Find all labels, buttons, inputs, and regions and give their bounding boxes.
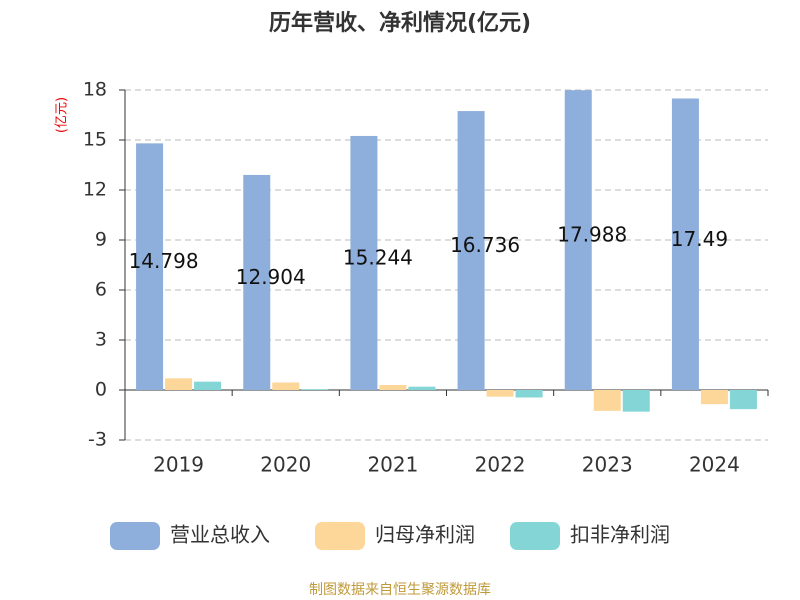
bar (165, 378, 193, 390)
y-tick-label: 0 (95, 379, 107, 401)
bar (622, 390, 650, 412)
y-tick-label: 3 (95, 329, 107, 351)
y-tick-label: 9 (95, 229, 107, 251)
bar (272, 382, 300, 390)
bar (350, 135, 378, 390)
data-label: 12.904 (236, 265, 306, 289)
bar (564, 90, 592, 390)
legend-swatch (510, 522, 560, 550)
legend-label: 营业总收入 (170, 523, 270, 547)
bar (194, 381, 222, 390)
bar (486, 390, 514, 397)
legend-label: 归母净利润 (375, 523, 475, 547)
data-label: 16.736 (450, 233, 520, 257)
chart-title: 历年营收、净利情况(亿元) (269, 10, 531, 36)
bar (408, 386, 436, 390)
bar (379, 385, 407, 390)
y-tick-label: -3 (88, 429, 107, 451)
legend-label: 扣非净利润 (570, 523, 670, 547)
y-tick-label: 6 (95, 279, 107, 301)
x-tick-label: 2021 (367, 453, 418, 477)
legend-swatch (315, 522, 365, 550)
bar (700, 390, 728, 405)
bar (136, 143, 164, 390)
y-tick-label: 15 (83, 129, 107, 151)
y-axis-label: (亿元) (55, 97, 70, 133)
y-tick-label: 12 (83, 179, 107, 201)
x-tick-label: 2019 (153, 453, 204, 477)
bar (593, 390, 621, 411)
data-label: 15.244 (343, 245, 413, 269)
source-note: 制图数据来自恒生聚源数据库 (309, 582, 491, 598)
data-label: 17.988 (557, 223, 627, 247)
bar (457, 111, 485, 391)
bar (243, 174, 271, 390)
x-tick-label: 2023 (582, 453, 633, 477)
y-tick-label: 18 (83, 79, 107, 101)
bar (515, 390, 543, 398)
bar (671, 98, 699, 390)
bar (729, 390, 757, 410)
data-label: 17.49 (671, 227, 728, 251)
x-tick-label: 2022 (475, 453, 526, 477)
x-tick-label: 2020 (260, 453, 311, 477)
legend-swatch (110, 522, 160, 550)
x-tick-label: 2024 (689, 453, 740, 477)
data-label: 14.798 (129, 249, 199, 273)
bar (301, 389, 329, 390)
